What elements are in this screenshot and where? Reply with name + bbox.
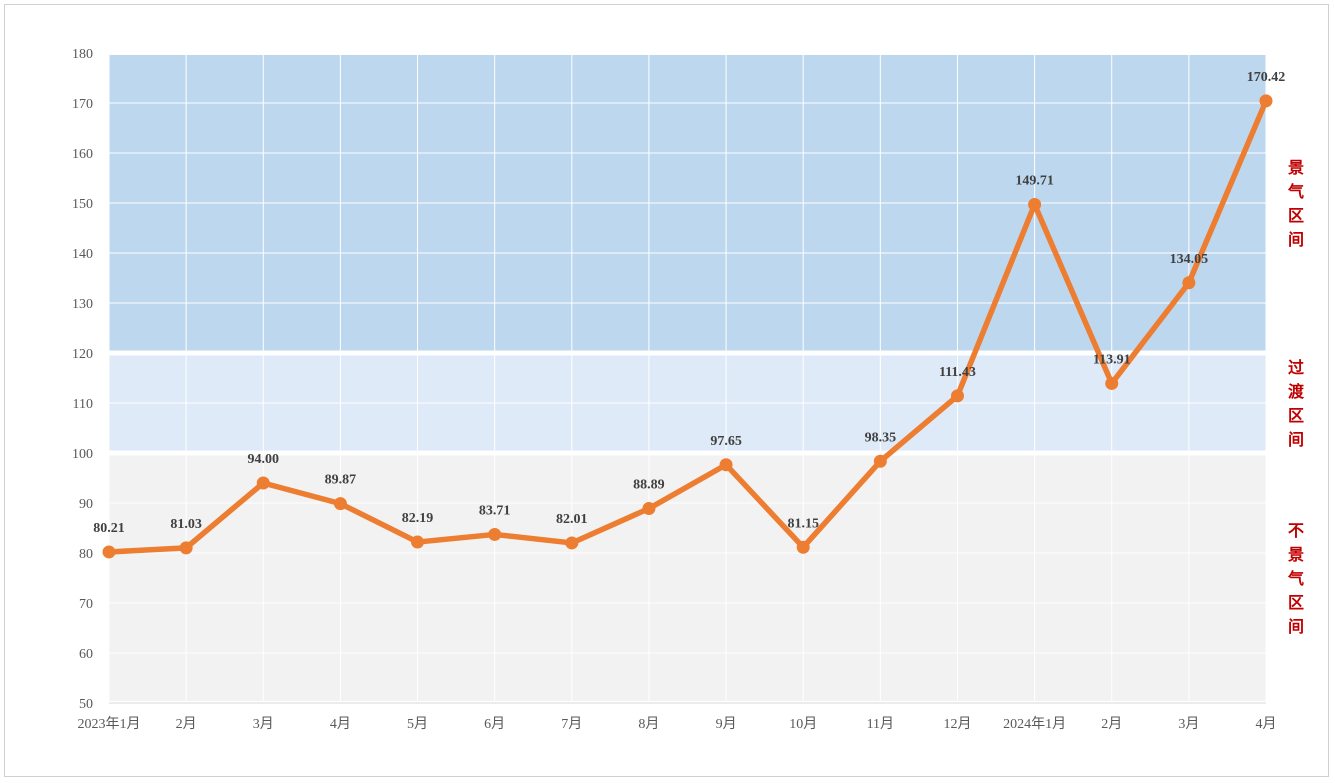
x-tick-label: 7月	[561, 716, 582, 732]
data-label: 82.01	[556, 512, 588, 527]
x-tick-label: 4月	[1256, 716, 1277, 732]
x-tick-label: 10月	[789, 716, 817, 732]
zone-label: 景气区间	[1287, 158, 1304, 249]
y-tick-label: 150	[72, 197, 93, 212]
y-tick-label: 90	[79, 497, 93, 512]
x-tick-label: 9月	[716, 716, 737, 732]
y-tick-label: 130	[72, 297, 93, 312]
y-tick-label: 110	[73, 397, 93, 412]
y-tick-label: 180	[72, 47, 93, 62]
x-tick-label: 2月	[176, 716, 197, 732]
y-tick-label: 50	[79, 697, 93, 712]
x-tick-label: 3月	[1178, 716, 1199, 732]
y-tick-label: 80	[79, 547, 93, 562]
zone-band-0	[109, 455, 1266, 701]
data-label: 149.71	[1015, 173, 1054, 188]
data-point	[642, 502, 656, 516]
data-point	[1182, 276, 1196, 290]
data-point	[333, 497, 347, 511]
data-label: 97.65	[710, 434, 742, 449]
y-tick-label: 100	[72, 447, 93, 462]
data-point	[873, 454, 887, 468]
data-point	[796, 540, 810, 554]
data-label: 80.21	[93, 521, 125, 536]
data-point	[179, 541, 193, 555]
y-tick-label: 70	[79, 597, 93, 612]
data-label: 89.87	[325, 473, 357, 488]
data-point	[719, 458, 733, 472]
y-tick-label: 160	[72, 147, 93, 162]
data-label: 81.03	[170, 517, 202, 532]
y-tick-label: 170	[72, 97, 93, 112]
data-label: 81.15	[787, 516, 819, 531]
data-label: 82.19	[402, 511, 434, 526]
data-label: 94.00	[248, 452, 280, 467]
y-tick-label: 120	[72, 347, 93, 362]
data-point	[950, 389, 964, 403]
data-point	[1028, 197, 1042, 211]
data-label: 111.43	[939, 365, 976, 380]
x-tick-label: 2024年1月	[1003, 716, 1066, 732]
data-point	[565, 536, 579, 550]
data-point	[1105, 376, 1119, 390]
data-point	[102, 545, 116, 559]
y-tick-label: 140	[72, 247, 93, 262]
data-label: 88.89	[633, 478, 665, 493]
data-label: 83.71	[479, 503, 511, 518]
x-tick-label: 12月	[943, 716, 971, 732]
y-tick-label: 60	[79, 647, 93, 662]
data-label: 134.05	[1170, 252, 1209, 267]
data-point	[256, 476, 270, 490]
data-label: 170.42	[1247, 70, 1286, 85]
x-tick-label: 2023年1月	[78, 716, 141, 732]
x-tick-label: 2月	[1101, 716, 1122, 732]
x-tick-label: 8月	[638, 716, 659, 732]
zone-label: 过渡区间	[1288, 358, 1305, 449]
x-tick-label: 3月	[253, 716, 274, 732]
data-label: 113.91	[1093, 352, 1131, 367]
x-tick-label: 4月	[330, 716, 351, 732]
x-tick-label: 11月	[867, 716, 894, 732]
zone-label: 不景气区间	[1287, 521, 1304, 636]
data-point	[1259, 94, 1273, 108]
data-label: 98.35	[865, 430, 897, 445]
x-tick-label: 5月	[407, 716, 428, 732]
data-point	[488, 527, 502, 541]
x-tick-label: 6月	[484, 716, 505, 732]
data-point	[411, 535, 425, 549]
series-line	[106, 98, 1269, 555]
